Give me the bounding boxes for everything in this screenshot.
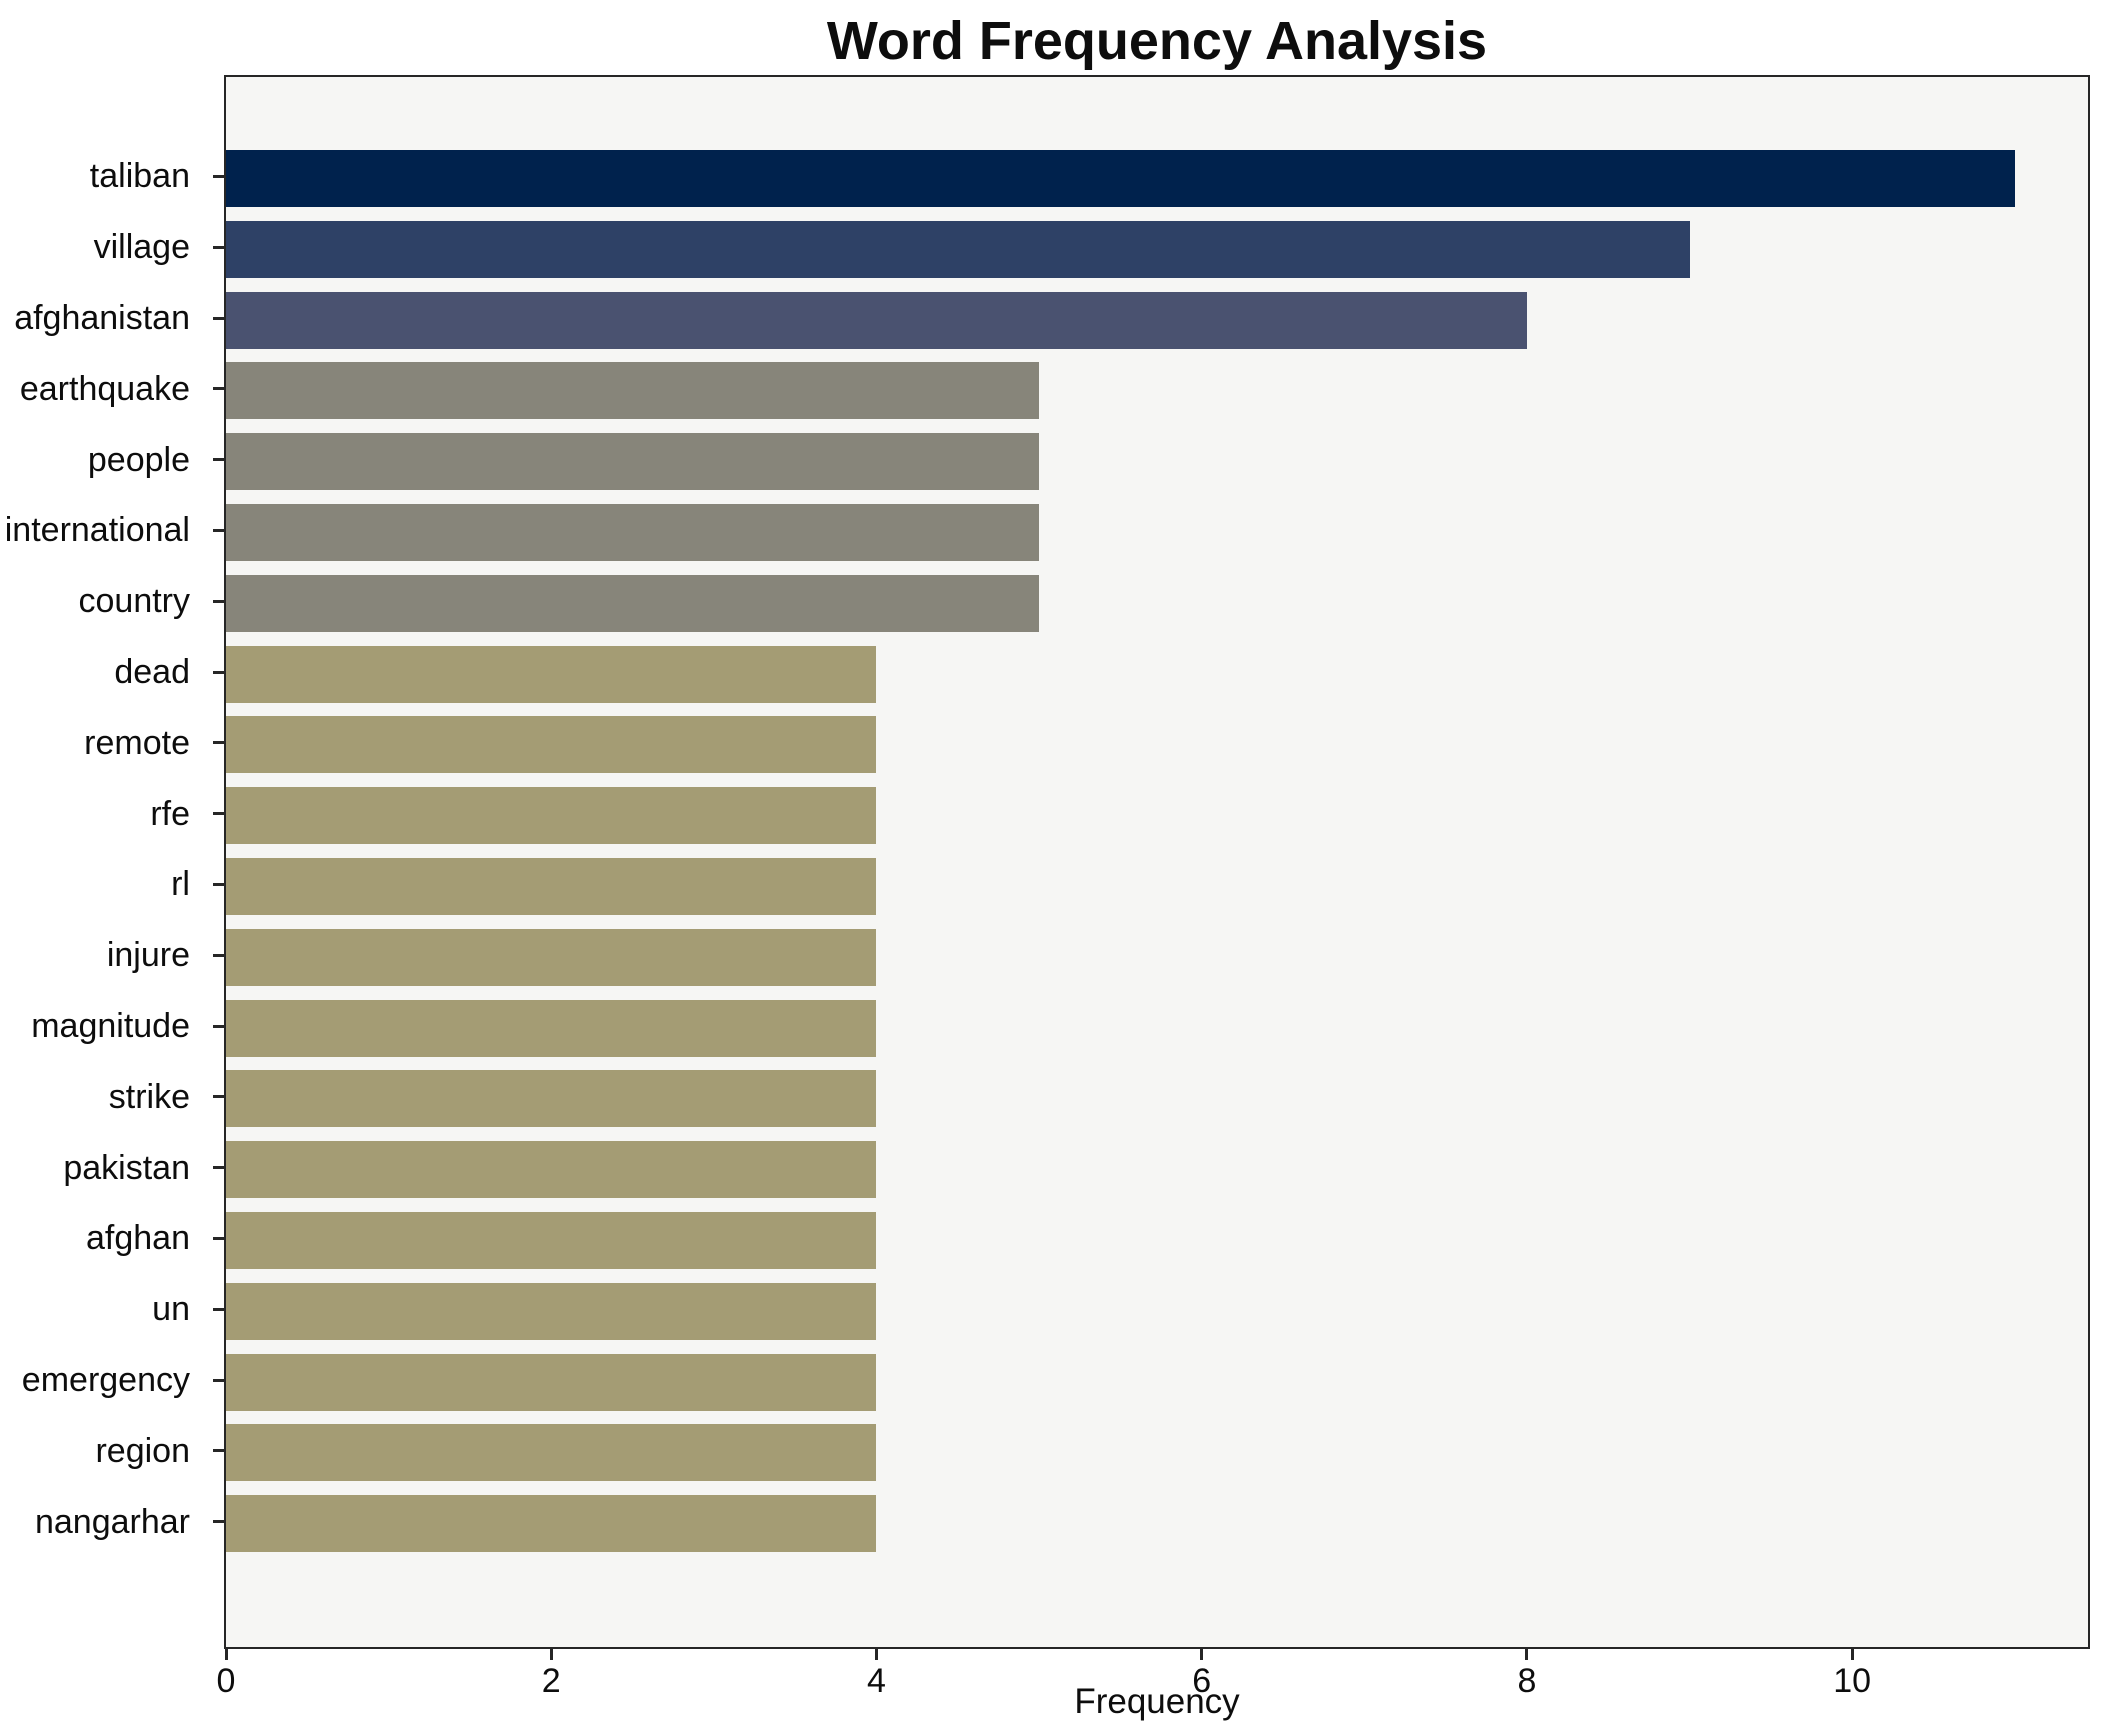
y-tick-mark bbox=[213, 741, 224, 745]
y-tick-label-taliban: taliban bbox=[89, 157, 190, 196]
bar-village bbox=[226, 220, 1690, 278]
bar-dead bbox=[226, 645, 877, 703]
y-tick-label-earthquake: earthquake bbox=[19, 369, 190, 408]
y-tick-mark bbox=[213, 1024, 224, 1028]
bar-taliban bbox=[226, 149, 2015, 207]
bar-pakistan bbox=[226, 1141, 877, 1199]
x-axis-title: Frequency bbox=[1074, 1682, 1240, 1721]
y-tick-label-dead: dead bbox=[114, 653, 190, 691]
y-tick-mark bbox=[213, 1378, 224, 1382]
y-tick-label-people: people bbox=[87, 440, 190, 479]
y-tick-label-emergency: emergency bbox=[21, 1361, 190, 1399]
y-tick-label-afghanistan: afghanistan bbox=[14, 299, 190, 337]
bar-region bbox=[226, 1424, 877, 1482]
y-tick-label-un: un bbox=[152, 1290, 190, 1329]
y-tick-label-afghan: afghan bbox=[86, 1219, 190, 1258]
x-tick-mark bbox=[224, 1649, 228, 1660]
bar-afghan bbox=[226, 1211, 877, 1269]
bar-afghanistan bbox=[226, 291, 1527, 349]
y-tick-label-remote: remote bbox=[84, 723, 190, 762]
y-tick-mark bbox=[213, 1307, 224, 1311]
y-tick-label-strike: strike bbox=[108, 1077, 190, 1116]
y-tick-mark bbox=[213, 953, 224, 957]
x-tick-mark bbox=[1850, 1649, 1854, 1660]
bar-un bbox=[226, 1282, 877, 1340]
x-tick-mark bbox=[1525, 1649, 1529, 1660]
y-tick-mark bbox=[213, 245, 224, 249]
y-tick-mark bbox=[213, 316, 224, 320]
y-tick-mark bbox=[213, 458, 224, 462]
y-tick-mark bbox=[213, 387, 224, 391]
y-tick-mark bbox=[213, 1166, 224, 1170]
plot-area bbox=[224, 75, 2090, 1649]
y-tick-mark bbox=[213, 1520, 224, 1524]
bar-people bbox=[226, 433, 1040, 491]
y-tick-label-pakistan: pakistan bbox=[63, 1148, 190, 1187]
bar-rl bbox=[226, 857, 877, 915]
y-tick-mark bbox=[213, 1095, 224, 1099]
bar-international bbox=[226, 503, 1040, 561]
y-tick-mark bbox=[213, 1236, 224, 1240]
y-tick-label-village: village bbox=[93, 228, 190, 267]
y-tick-label-region: region bbox=[95, 1431, 190, 1470]
y-tick-label-country: country bbox=[78, 582, 191, 621]
bar-earthquake bbox=[226, 362, 1040, 420]
y-tick-mark bbox=[213, 1449, 224, 1453]
bar-magnitude bbox=[226, 999, 877, 1057]
y-tick-mark bbox=[213, 812, 224, 816]
y-tick-label-international: international bbox=[4, 511, 190, 550]
y-tick-label-injure: injure bbox=[106, 936, 190, 975]
bar-country bbox=[226, 574, 1040, 632]
x-tick-mark bbox=[1200, 1649, 1204, 1660]
bar-rfe bbox=[226, 787, 877, 845]
y-tick-label-magnitude: magnitude bbox=[31, 1007, 190, 1045]
bar-remote bbox=[226, 716, 877, 774]
x-tick-mark bbox=[549, 1649, 553, 1660]
bar-injure bbox=[226, 928, 877, 986]
y-tick-label-rfe: rfe bbox=[150, 794, 190, 833]
y-axis: taliban village afghanistan earthquake peopl… bbox=[0, 0, 224, 1722]
y-tick-mark bbox=[213, 174, 224, 178]
y-tick-label-nangarhar: nangarhar bbox=[34, 1502, 190, 1541]
bar-strike bbox=[226, 1070, 877, 1128]
y-tick-mark bbox=[213, 599, 224, 603]
bar-emergency bbox=[226, 1353, 877, 1411]
y-tick-label-rl: rl bbox=[171, 865, 190, 904]
bar-nangarhar bbox=[226, 1495, 877, 1553]
x-tick-mark bbox=[874, 1649, 878, 1660]
chart-title: Word Frequency Analysis bbox=[826, 11, 1488, 71]
y-tick-mark bbox=[213, 670, 224, 674]
y-tick-mark bbox=[213, 528, 224, 532]
y-tick-mark bbox=[213, 882, 224, 886]
